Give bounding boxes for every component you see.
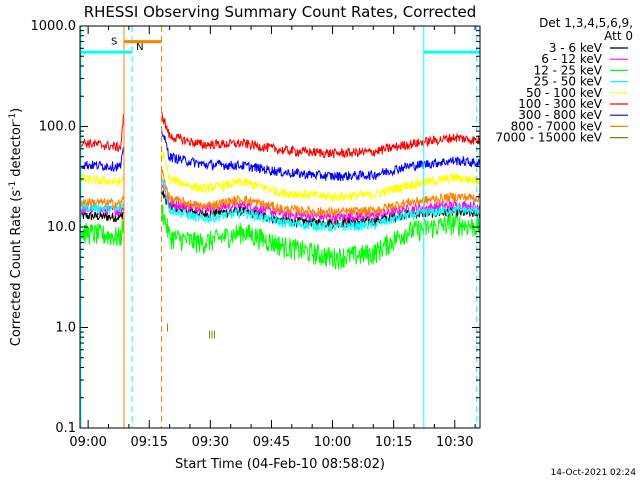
footer-timestamp: 14-Oct-2021 02:24 [551,468,637,478]
series-3-6-kev-legend-label: 3 - 6 keV [549,41,603,55]
series-12-25-kev-legend-label: 12 - 25 keV [534,63,603,77]
y-tick-label: 1000.0 [31,19,77,34]
y-tick-label: 100.0 [39,120,76,135]
x-axis: 09:00 09:15 09:30 09:45 10:00 10:15 10:30 [69,26,476,450]
y-tick-label: 0.1 [55,421,76,436]
y-tick-label: 10.0 [47,220,76,235]
series-7000-15000-kev-legend-label: 7000 - 15000 keV [495,131,602,145]
legend-header-detectors: Det 1,3,4,5,6,9, [539,16,633,30]
series-100-300-kev-line [79,111,481,159]
night-indicator-0-label: N [136,42,143,53]
y-axis: 0.1 1.0 10.0 100.0 1000.0 [31,19,480,436]
x-tick-label: 09:00 [69,435,106,450]
series-300-800-kev-line [79,129,481,182]
series-6-12-kev-legend-label: 6 - 12 keV [541,52,603,66]
x-tick-label: 10:30 [436,435,473,450]
x-tick-label: 10:00 [314,435,351,450]
x-tick-label: 09:15 [131,435,168,450]
series-100-300-kev-legend-label: 100 - 300 keV [518,97,602,111]
y-tick-label: 1.0 [55,321,76,336]
series-25-50-kev-legend-label: 25 - 50 keV [534,75,603,89]
series-50-100-kev-legend-label: 50 - 100 keV [526,86,603,100]
legend-header-attenuator: Att 0 [604,29,633,43]
x-tick-label: 09:30 [192,435,229,450]
x-tick-label: 10:15 [375,435,412,450]
x-tick-label: 09:45 [253,435,290,450]
series-800-7000-kev-line [79,169,481,218]
series-50-100-kev-line [79,149,481,203]
x-axis-label: Start Time (04-Feb-10 08:58:02) [175,457,385,472]
series-300-800-kev-legend-label: 300 - 800 keV [518,108,602,122]
series-12-25-kev-line [79,204,481,270]
saa-indicator-label: S [111,37,117,48]
y-axis-label: Corrected Count Rate (s-1 detector-1) [8,108,24,346]
series-800-7000-kev-legend-label: 800 - 7000 keV [511,119,603,133]
chart-title: RHESSI Observing Summary Count Rates, Co… [84,3,477,21]
